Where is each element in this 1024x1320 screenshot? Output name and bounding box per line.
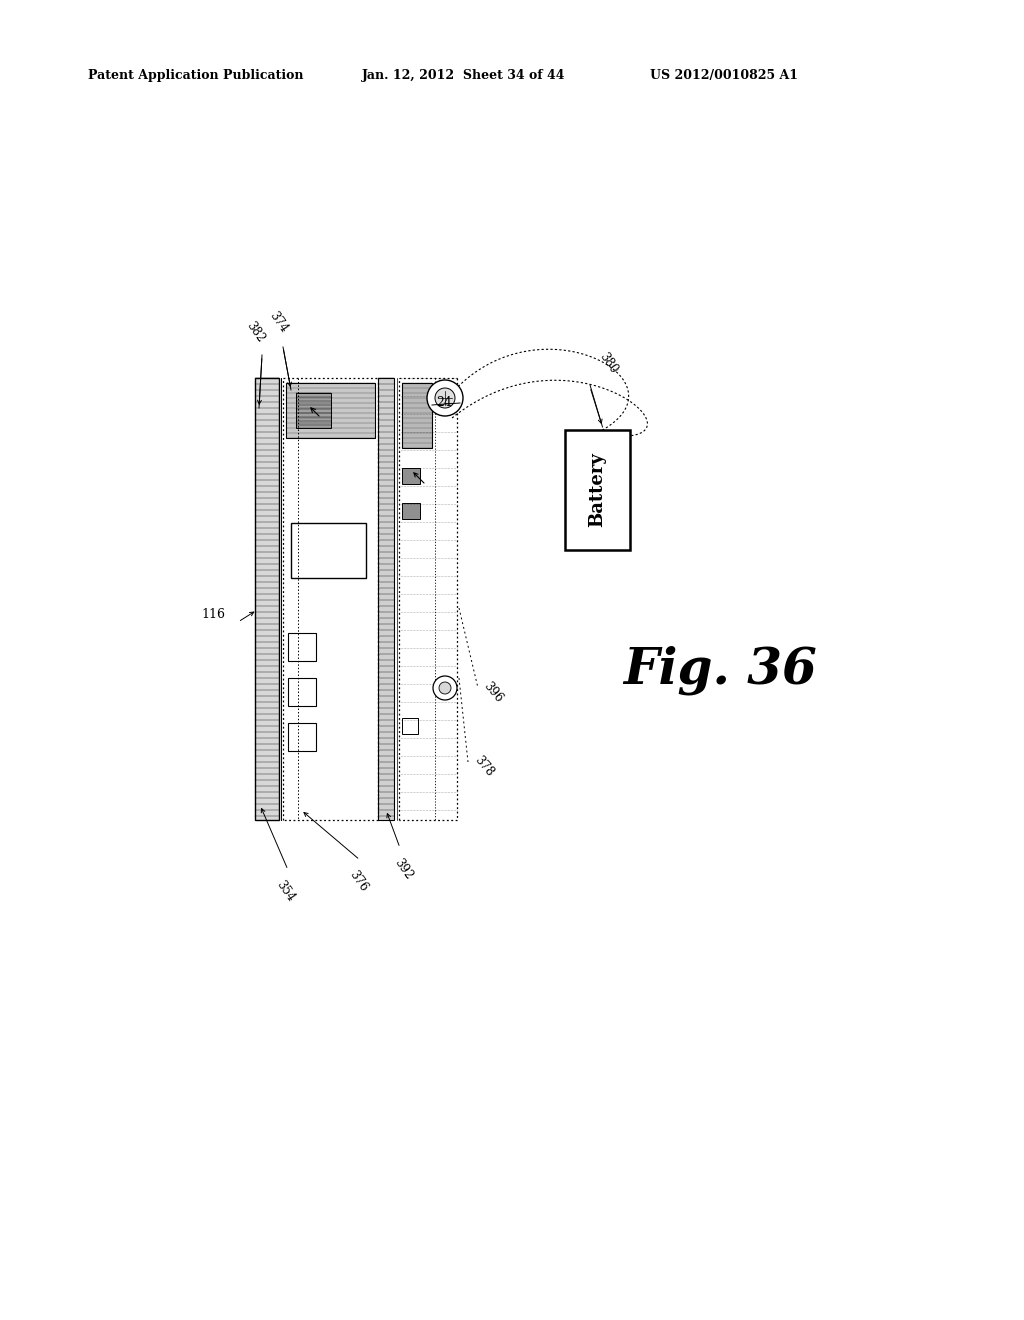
Bar	[288, 723, 316, 751]
Bar	[286, 383, 375, 438]
Text: 376: 376	[346, 869, 370, 894]
Text: 354: 354	[273, 878, 297, 904]
Bar	[399, 378, 457, 820]
Text: 380: 380	[597, 350, 621, 376]
Bar	[378, 378, 394, 820]
Bar	[402, 718, 418, 734]
Circle shape	[433, 676, 457, 700]
Text: 382: 382	[244, 319, 266, 345]
Bar	[291, 523, 366, 578]
Bar	[565, 430, 630, 550]
Bar	[283, 378, 378, 820]
Circle shape	[439, 682, 451, 694]
Bar	[288, 634, 316, 661]
Text: 396: 396	[481, 680, 506, 705]
Circle shape	[427, 380, 463, 416]
Text: 24: 24	[436, 396, 452, 408]
Circle shape	[435, 388, 455, 408]
Text: 378: 378	[472, 754, 497, 779]
Text: Fig. 36: Fig. 36	[624, 645, 817, 694]
Text: US 2012/0010825 A1: US 2012/0010825 A1	[650, 69, 798, 82]
Text: 374: 374	[266, 309, 290, 335]
Bar	[378, 378, 394, 820]
Text: 392: 392	[391, 855, 415, 882]
Text: Patent Application Publication: Patent Application Publication	[88, 69, 303, 82]
Bar	[402, 503, 420, 519]
Bar	[255, 378, 279, 820]
Text: 116: 116	[201, 609, 225, 622]
Bar	[402, 383, 432, 447]
Text: Battery: Battery	[589, 453, 606, 528]
Bar	[296, 393, 331, 428]
Text: Jan. 12, 2012  Sheet 34 of 44: Jan. 12, 2012 Sheet 34 of 44	[362, 69, 565, 82]
Bar	[402, 469, 420, 484]
Bar	[255, 378, 279, 820]
Bar	[288, 678, 316, 706]
